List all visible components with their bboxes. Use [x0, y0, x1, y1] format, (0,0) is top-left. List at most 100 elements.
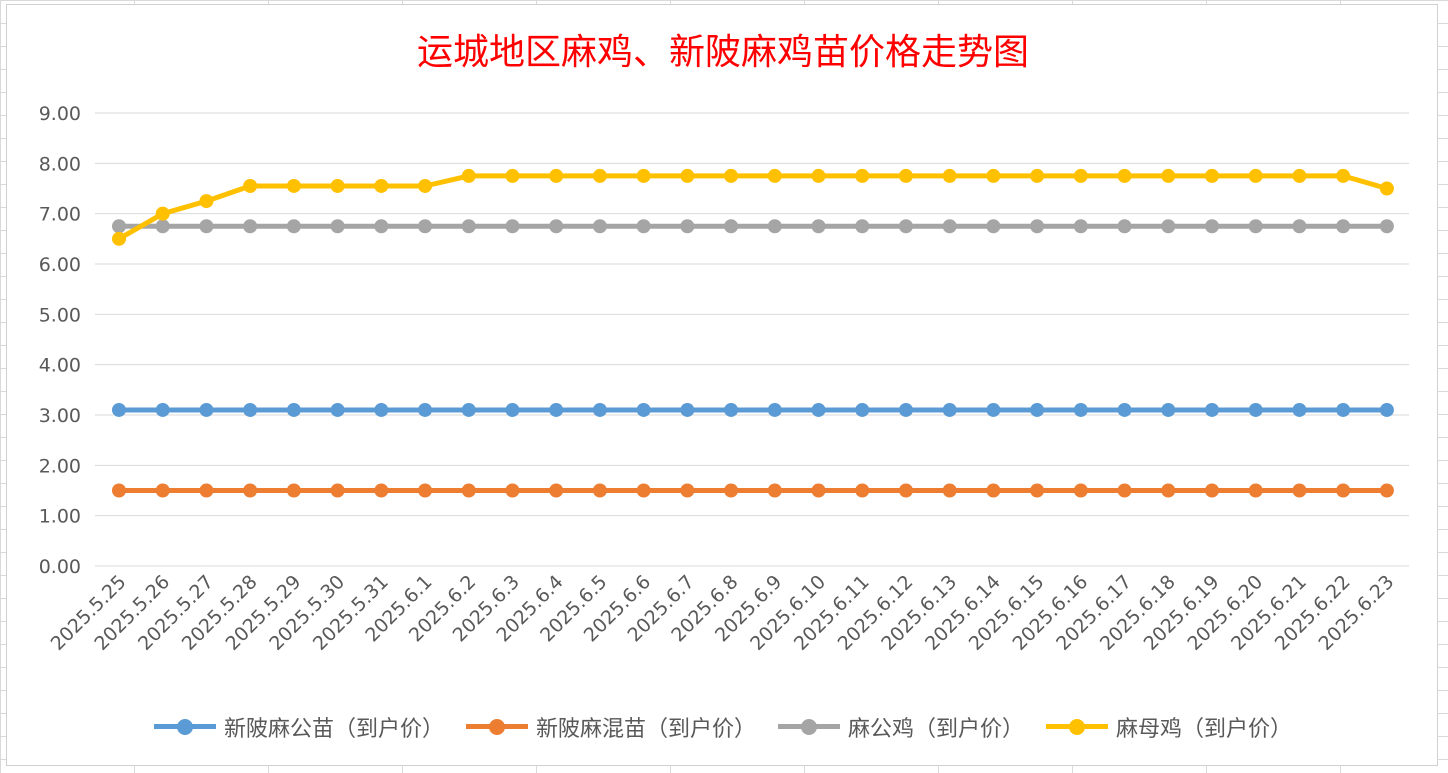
data-point[interactable] [112, 231, 126, 246]
data-point[interactable] [330, 402, 345, 417]
data-point[interactable] [549, 483, 564, 498]
data-point[interactable] [855, 483, 870, 498]
data-point[interactable] [636, 402, 651, 417]
data-point[interactable] [1248, 402, 1263, 417]
data-point[interactable] [1248, 219, 1263, 234]
data-point[interactable] [1030, 402, 1045, 417]
data-point[interactable] [112, 219, 126, 234]
data-point[interactable] [855, 219, 870, 234]
data-point[interactable] [243, 178, 258, 193]
data-point[interactable] [286, 178, 301, 193]
data-point[interactable] [986, 402, 1001, 417]
data-point[interactable] [549, 402, 564, 417]
data-point[interactable] [1248, 483, 1263, 498]
data-point[interactable] [374, 219, 389, 234]
data-point[interactable] [636, 219, 651, 234]
data-point[interactable] [1117, 168, 1132, 183]
data-point[interactable] [942, 168, 957, 183]
legend-item[interactable]: 新陂麻混苗（到户价） [465, 711, 756, 743]
data-point[interactable] [1073, 402, 1088, 417]
data-point[interactable] [155, 483, 170, 498]
data-point[interactable] [1292, 483, 1307, 498]
data-point[interactable] [1161, 483, 1176, 498]
data-point[interactable] [898, 219, 913, 234]
data-point[interactable] [986, 483, 1001, 498]
data-point[interactable] [811, 402, 826, 417]
data-point[interactable] [461, 219, 476, 234]
data-point[interactable] [418, 402, 433, 417]
data-point[interactable] [986, 219, 1001, 234]
data-point[interactable] [286, 219, 301, 234]
data-point[interactable] [1379, 483, 1394, 498]
data-point[interactable] [942, 483, 957, 498]
data-point[interactable] [1117, 402, 1132, 417]
data-point[interactable] [374, 178, 389, 193]
data-point[interactable] [374, 402, 389, 417]
data-point[interactable] [855, 402, 870, 417]
data-point[interactable] [505, 168, 520, 183]
data-point[interactable] [1379, 402, 1394, 417]
data-point[interactable] [418, 219, 433, 234]
data-point[interactable] [1117, 483, 1132, 498]
legend-item[interactable]: 新陂麻公苗（到户价） [153, 711, 444, 743]
data-point[interactable] [1030, 168, 1045, 183]
data-point[interactable] [1336, 483, 1351, 498]
data-point[interactable] [1205, 219, 1219, 234]
data-point[interactable] [1205, 168, 1219, 183]
data-point[interactable] [1336, 402, 1351, 417]
data-point[interactable] [418, 483, 433, 498]
data-point[interactable] [1379, 181, 1394, 196]
data-point[interactable] [636, 483, 651, 498]
chart-area[interactable]: 运城地区麻鸡、新陂麻鸡苗价格走势图 0.00 1.00 2.00 3.00 4.00 5.… [6, 4, 1438, 766]
data-point[interactable] [724, 168, 739, 183]
data-point[interactable] [898, 168, 913, 183]
data-point[interactable] [811, 483, 826, 498]
data-point[interactable] [155, 206, 170, 221]
data-point[interactable] [592, 168, 607, 183]
data-point[interactable] [1030, 483, 1045, 498]
data-point[interactable] [592, 219, 607, 234]
data-point[interactable] [199, 194, 214, 209]
data-point[interactable] [505, 219, 520, 234]
data-point[interactable] [724, 219, 739, 234]
data-point[interactable] [374, 483, 389, 498]
data-point[interactable] [1030, 219, 1045, 234]
data-point[interactable] [767, 483, 782, 498]
data-point[interactable] [1292, 168, 1307, 183]
data-point[interactable] [199, 219, 214, 234]
data-point[interactable] [1161, 219, 1176, 234]
legend-item[interactable]: 麻公鸡（到户价） [778, 711, 1024, 743]
data-point[interactable] [461, 168, 476, 183]
data-point[interactable] [898, 483, 913, 498]
data-point[interactable] [767, 168, 782, 183]
data-point[interactable] [1336, 168, 1351, 183]
data-point[interactable] [1161, 168, 1176, 183]
data-point[interactable] [461, 483, 476, 498]
data-point[interactable] [505, 402, 520, 417]
data-point[interactable] [155, 402, 170, 417]
data-point[interactable] [811, 168, 826, 183]
data-point[interactable] [1336, 219, 1351, 234]
data-point[interactable] [986, 168, 1001, 183]
data-point[interactable] [1073, 483, 1088, 498]
data-point[interactable] [330, 483, 345, 498]
data-point[interactable] [680, 402, 695, 417]
data-point[interactable] [724, 483, 739, 498]
data-point[interactable] [1205, 483, 1219, 498]
data-point[interactable] [1117, 219, 1132, 234]
data-point[interactable] [1161, 402, 1176, 417]
data-point[interactable] [1379, 219, 1394, 234]
data-point[interactable] [330, 178, 345, 193]
data-point[interactable] [243, 483, 258, 498]
data-point[interactable] [505, 483, 520, 498]
data-point[interactable] [330, 219, 345, 234]
data-point[interactable] [898, 402, 913, 417]
data-point[interactable] [767, 402, 782, 417]
data-point[interactable] [767, 219, 782, 234]
data-point[interactable] [592, 483, 607, 498]
data-point[interactable] [112, 483, 126, 498]
data-point[interactable] [1205, 402, 1219, 417]
data-point[interactable] [1073, 168, 1088, 183]
data-point[interactable] [592, 402, 607, 417]
data-point[interactable] [811, 219, 826, 234]
